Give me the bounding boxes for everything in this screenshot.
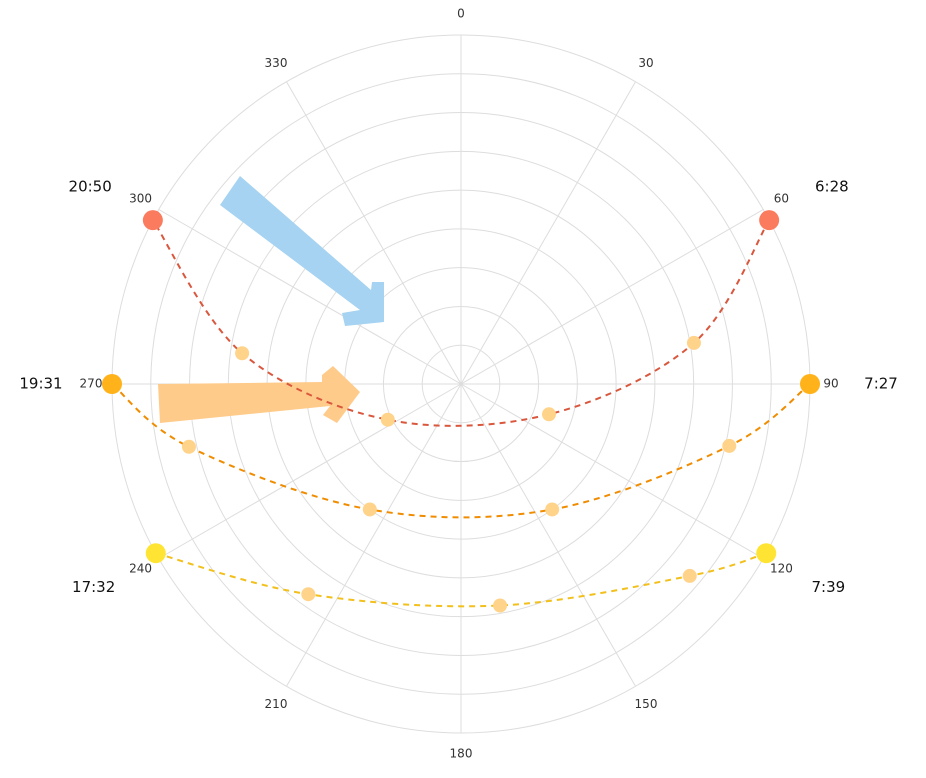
- marks: 6:28 20:50 7:27 19:31 7:39 17:32: [19, 177, 898, 613]
- end-point: [102, 374, 122, 394]
- point: [682, 568, 697, 583]
- time-label: 7:27: [864, 375, 898, 393]
- time-label: 19:31: [19, 375, 62, 393]
- angle-label: 60: [774, 192, 789, 206]
- angle-label: 330: [265, 56, 288, 70]
- end-point: [145, 543, 166, 564]
- point: [545, 502, 560, 517]
- time-label: 7:39: [811, 578, 845, 596]
- angle-label: 150: [635, 697, 658, 711]
- angle-label: 180: [450, 747, 473, 761]
- blue-arrow: [220, 176, 384, 326]
- spoke: [286, 81, 462, 385]
- point: [380, 412, 395, 427]
- point: [181, 439, 196, 454]
- time-label: 17:32: [72, 578, 115, 596]
- point: [301, 587, 316, 602]
- angle-label: 210: [265, 697, 288, 711]
- spoke: [158, 383, 462, 559]
- end-point: [759, 210, 780, 231]
- angle-label: 30: [638, 56, 653, 70]
- point: [362, 502, 377, 517]
- angle-label: 0: [457, 7, 465, 21]
- point: [493, 598, 508, 613]
- angle-label: 120: [770, 562, 793, 576]
- angle-label: 240: [129, 562, 152, 576]
- spoke: [460, 383, 636, 687]
- spoke: [286, 383, 462, 687]
- angle-label: 270: [80, 377, 103, 391]
- sun-path: [152, 219, 771, 427]
- orange-arrow: [158, 366, 360, 423]
- spoke: [460, 383, 764, 559]
- spoke: [460, 209, 764, 385]
- end-point: [800, 374, 820, 394]
- end-point: [142, 210, 163, 231]
- point: [541, 407, 556, 422]
- angle-label: 300: [129, 192, 152, 206]
- time-label: 20:50: [69, 177, 112, 195]
- angle-label: 90: [823, 377, 838, 391]
- spoke: [460, 81, 636, 385]
- point: [235, 346, 250, 361]
- time-label: 6:28: [815, 177, 849, 195]
- grid: 0 30 60 90 120 150 180 210 240 270 300 330: [80, 7, 839, 761]
- point: [686, 335, 701, 350]
- spoke: [158, 209, 462, 385]
- point: [722, 438, 737, 453]
- end-point: [756, 543, 777, 564]
